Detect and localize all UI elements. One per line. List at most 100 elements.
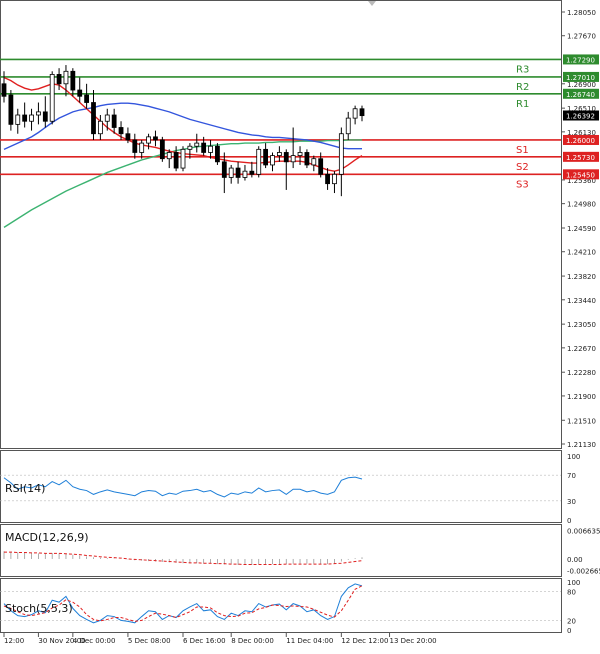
candle-down [235, 167, 241, 178]
rsi-label: RSI(14) [5, 482, 45, 495]
candle-up [15, 114, 21, 125]
level-price-tag: 1.26740 [566, 91, 595, 99]
price-tick-label: 1.26130 [567, 129, 596, 137]
candle-up [104, 114, 110, 122]
level-price-tag: 1.25450 [566, 171, 595, 179]
candle-up [63, 70, 69, 85]
candle-down [1, 83, 7, 97]
candle-up [345, 117, 351, 135]
level-price-tag-bg [563, 54, 599, 65]
panel-corner-marker [368, 1, 376, 6]
main-panel-frame [0, 0, 562, 449]
rsi-line [3, 476, 363, 498]
candle-down [84, 94, 90, 103]
level-name-r1: R1 [516, 99, 529, 110]
candle-down [125, 133, 131, 141]
level-price-tag: 1.27290 [566, 56, 595, 64]
candle-down [221, 161, 227, 178]
level-price-tag-bg [563, 169, 599, 180]
candle-up [297, 152, 303, 156]
level-price-tag: 1.27010 [566, 74, 595, 82]
rsi-panel-frame [0, 450, 562, 523]
current-price-tag: 1.26392 [566, 113, 595, 121]
level-name-s3: S3 [516, 179, 529, 190]
macd-tick-label: 0.00 [567, 556, 583, 564]
candle-down [153, 136, 158, 141]
candle-up [146, 136, 151, 144]
level-name-r3: R3 [516, 64, 529, 75]
candle-up [139, 142, 145, 153]
candle-down [118, 127, 124, 135]
time-tick-label: 5 Dec 08:00 [128, 637, 171, 645]
level-price-tag-bg [563, 134, 599, 145]
price-tick-label: 1.21510 [567, 417, 596, 425]
candle-down [70, 70, 76, 91]
candle-up [166, 152, 172, 160]
candle-down [359, 108, 365, 117]
candle-up [194, 142, 200, 147]
candle-down [42, 111, 48, 122]
current-price-tag-bg [563, 110, 599, 121]
macd-label: MACD(12,26,9) [5, 531, 89, 544]
candle-down [132, 139, 138, 153]
candle-up [256, 148, 262, 175]
time-tick-label: 12:00 [4, 637, 24, 645]
stoch-k-line [3, 583, 363, 624]
candle-up [228, 167, 234, 178]
level-price-tag-bg [563, 71, 599, 82]
level-price-tag: 1.25730 [566, 154, 595, 162]
level-name-s2: S2 [516, 162, 529, 173]
candle-down [318, 158, 324, 175]
price-tick-label: 1.21130 [567, 441, 596, 449]
rsi-tick-label: 70 [567, 472, 576, 480]
level-name-r2: R2 [516, 82, 529, 93]
price-tick-label: 1.22280 [567, 369, 596, 377]
candle-up [187, 145, 193, 150]
candle-down [56, 74, 62, 85]
candle-up [242, 170, 248, 178]
rsi-tick-label: 100 [567, 453, 580, 461]
candle-up [332, 173, 337, 185]
stoch-tick-label: 100 [567, 579, 580, 587]
candle-down [304, 152, 310, 166]
price-tick-label: 1.24980 [567, 201, 596, 209]
stoch-d-line [3, 585, 363, 622]
stoch-label: Stoch(5,5,3) [5, 602, 73, 615]
candle-up [352, 108, 358, 119]
candle-down [159, 139, 165, 160]
price-tick-label: 1.23440 [567, 297, 596, 305]
price-tick-label: 1.24210 [567, 249, 596, 257]
time-tick-label: 13 Dec 20:00 [390, 637, 437, 645]
rsi-tick-label: 30 [567, 498, 576, 506]
candle-down [201, 142, 207, 153]
macd-tick-label: -0.002665 [567, 567, 600, 575]
price-tick-label: 1.22670 [567, 345, 596, 353]
time-tick-label: 8 Dec 00:00 [231, 637, 274, 645]
candle-down [22, 114, 28, 122]
price-tick-label: 1.23050 [567, 321, 596, 329]
time-tick-label: 4 Dec 00:00 [73, 637, 116, 645]
candle-down [249, 170, 255, 175]
price-tick-label: 1.28050 [567, 9, 596, 17]
price-tick-label: 1.21900 [567, 393, 596, 401]
ma-blue-line [3, 102, 362, 150]
candle-up [29, 114, 34, 122]
candle-down [173, 152, 179, 169]
price-tick-label: 1.27670 [567, 33, 596, 41]
candle-up [36, 111, 41, 116]
candle-up [276, 152, 282, 156]
macd-panel-frame [0, 524, 562, 577]
stoch-tick-label: 80 [567, 589, 576, 597]
level-name-s1: S1 [516, 145, 529, 156]
candle-up [338, 133, 344, 175]
price-tick-label: 1.23820 [567, 273, 596, 281]
price-tick-label: 1.24590 [567, 225, 596, 233]
level-price-tag-bg [563, 88, 599, 99]
candle-up [270, 155, 275, 166]
candle-up [290, 155, 296, 163]
price-tick-label: 1.26900 [567, 81, 596, 89]
level-price-tag: 1.26000 [566, 137, 595, 145]
time-tick-label: 30 Nov 20:00 [38, 637, 85, 645]
